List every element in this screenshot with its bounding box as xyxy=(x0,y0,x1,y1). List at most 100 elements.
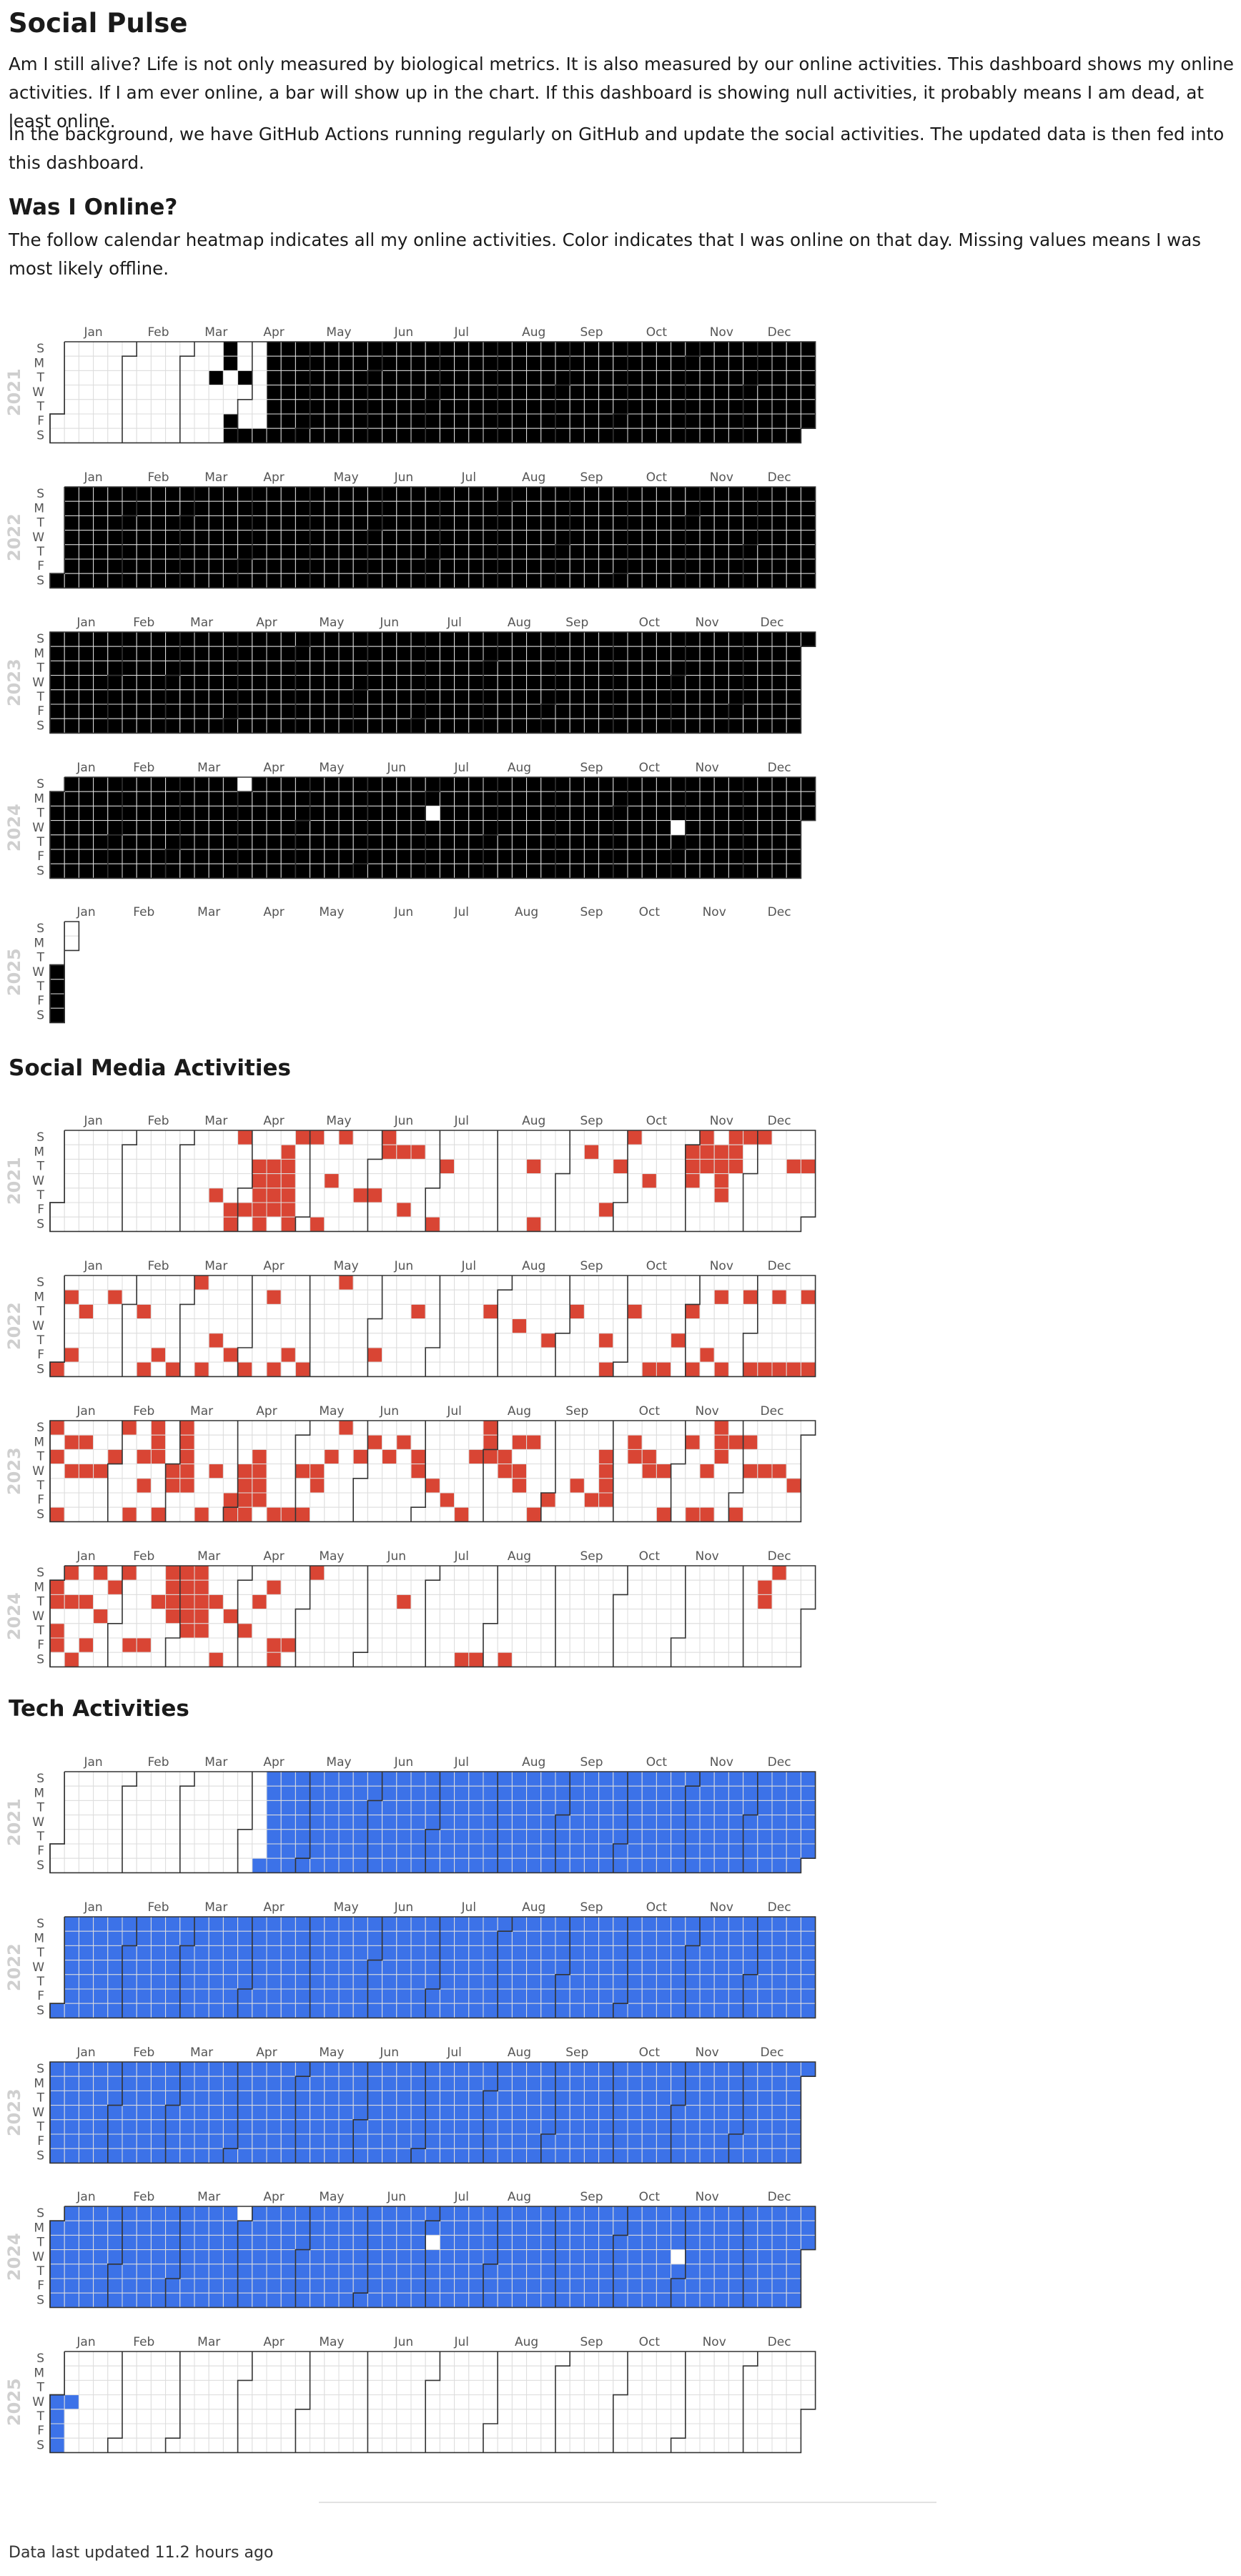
day-cell-2021-08-09 xyxy=(511,1144,528,1160)
day-cell-2021-10-06-active xyxy=(627,1815,643,1830)
tech-heatmap-2023-day-label-3: W xyxy=(32,2106,44,2120)
day-cell-2024-04-01-active xyxy=(237,791,253,806)
day-cell-2024-11-02-active xyxy=(671,2292,686,2308)
day-cell-2021-01-03 xyxy=(64,1130,79,1145)
day-cell-2023-08-26-active xyxy=(526,1506,542,1522)
day-cell-2024-05-13 xyxy=(324,1579,340,1595)
day-cell-2024-04-17-active xyxy=(266,820,282,836)
day-cell-2021-12-20-active xyxy=(786,1785,801,1801)
day-cell-2023-03-03-active xyxy=(165,2133,181,2149)
day-cell-2021-05-16-active xyxy=(338,341,354,357)
day-cell-2024-05-24-active xyxy=(338,849,354,864)
day-cell-2023-03-18-active xyxy=(194,2148,209,2163)
day-cell-2024-11-04-active xyxy=(685,2220,701,2236)
day-cell-2022-09-03 xyxy=(555,1361,570,1377)
day-cell-2023-09-07 xyxy=(555,1478,570,1494)
day-cell-2023-03-29 xyxy=(222,1464,239,1479)
day-cell-2023-11-09-active xyxy=(685,2119,701,2135)
day-cell-2021-04-09 xyxy=(252,1843,267,1859)
day-cell-2024-02-24-active xyxy=(150,2292,167,2308)
day-cell-2021-02-02 xyxy=(122,1800,137,1816)
day-cell-2023-06-03-active xyxy=(352,718,368,734)
day-cell-2024-08-30-active xyxy=(540,2278,556,2294)
day-cell-2024-07-11 xyxy=(439,1623,455,1639)
day-cell-2024-10-03-active xyxy=(613,834,628,850)
day-cell-2022-08-20 xyxy=(526,1361,542,1377)
day-cell-2021-10-16 xyxy=(641,1216,657,1232)
day-cell-2023-04-04 xyxy=(237,1449,253,1465)
day-cell-2021-10-09 xyxy=(627,1216,643,1232)
day-cell-2021-01-03 xyxy=(64,1771,79,1787)
day-cell-2024-12-19-active xyxy=(771,2264,787,2279)
day-cell-2024-05-07 xyxy=(310,1594,325,1610)
day-cell-2024-05-13-active xyxy=(324,2220,340,2236)
day-cell-2023-11-19-active xyxy=(713,631,729,647)
day-cell-2021-03-19 xyxy=(208,413,224,429)
day-cell-2023-02-20-active xyxy=(150,1434,167,1450)
social-heatmap-2021-day-label-3: W xyxy=(32,1174,44,1188)
day-cell-2021-06-27-active xyxy=(425,1771,440,1787)
day-cell-2022-09-09-active xyxy=(569,558,585,574)
day-cell-2021-10-29-active xyxy=(671,1843,686,1859)
day-cell-2021-05-17 xyxy=(338,1144,354,1160)
day-cell-2021-02-27 xyxy=(165,1216,181,1232)
day-cell-2021-06-22 xyxy=(410,1158,426,1175)
day-cell-2021-02-21 xyxy=(165,1771,181,1787)
day-cell-2024-10-09-active xyxy=(627,820,643,836)
day-cell-2023-06-01-active xyxy=(352,689,368,705)
day-cell-2022-04-15-active xyxy=(266,558,282,574)
tech-heatmap-2021-month-label-1: Feb xyxy=(147,1755,169,1770)
day-cell-2024-07-02 xyxy=(425,2234,440,2251)
day-cell-2024-10-04-active xyxy=(613,2278,628,2294)
day-cell-2023-06-20 xyxy=(396,1449,412,1465)
day-cell-2022-08-02-active xyxy=(497,515,513,531)
tech-heatmap-2021-frame xyxy=(49,1771,816,1874)
day-cell-2021-07-29 xyxy=(483,1188,498,1203)
day-cell-2023-10-27-active xyxy=(656,704,672,719)
day-cell-2024-03-10-active xyxy=(194,2206,209,2221)
tech-heatmap-2023-month-label-4: May xyxy=(319,2045,344,2060)
day-cell-2023-02-26 xyxy=(165,1420,181,1436)
day-cell-2024-10-05-active xyxy=(613,2292,628,2308)
day-cell-2024-02-18-active xyxy=(150,2206,167,2221)
day-cell-2023-07-05-active xyxy=(425,2105,440,2121)
day-cell-2022-01-19-active xyxy=(93,530,109,546)
day-cell-2022-11-10-active xyxy=(699,544,715,560)
day-cell-2024-08-23 xyxy=(526,1637,542,1653)
day-cell-2024-05-20-active xyxy=(338,791,354,806)
day-cell-2024-03-29-active xyxy=(222,2278,239,2294)
day-cell-2022-06-03-active xyxy=(367,558,383,574)
day-cell-2022-10-03-active xyxy=(627,500,643,516)
day-cell-2023-09-13-active xyxy=(569,675,585,691)
day-cell-2022-11-09-active xyxy=(699,530,715,546)
day-cell-2022-02-28-active xyxy=(179,1930,195,1946)
day-cell-2022-08-29 xyxy=(555,1289,570,1305)
day-cell-2021-09-26-active xyxy=(613,1771,628,1787)
social-heatmap-2021-day-label-0: S xyxy=(36,1130,44,1145)
day-cell-2022-08-28 xyxy=(555,1275,570,1291)
day-cell-2021-05-04 xyxy=(310,1158,325,1175)
social-heatmap-2022-day-label-0: S xyxy=(36,1275,44,1290)
day-cell-2024-03-09-active xyxy=(179,2292,195,2308)
day-cell-2022-10-31-active xyxy=(685,1930,701,1946)
day-cell-2025-10-01 xyxy=(613,2394,628,2410)
day-cell-2024-11-20 xyxy=(713,1609,729,1624)
day-cell-2021-09-11-active xyxy=(569,1857,585,1873)
day-cell-2024-04-19-active xyxy=(266,1637,282,1653)
day-cell-2024-12-23 xyxy=(786,1579,801,1595)
day-cell-2023-07-18-active xyxy=(454,660,470,676)
day-cell-2023-06-08-active xyxy=(367,689,383,705)
day-cell-2022-03-11-active xyxy=(194,1988,209,2004)
day-cell-2024-01-29-active xyxy=(107,1579,123,1595)
day-cell-2025-07-05 xyxy=(425,2437,440,2453)
day-cell-2023-05-16-active xyxy=(324,660,340,676)
day-cell-2021-06-30-active xyxy=(425,385,440,400)
day-cell-2024-06-16 xyxy=(396,1565,412,1581)
day-cell-2024-04-07-active xyxy=(252,776,267,792)
day-cell-2024-01-30-active xyxy=(107,2234,123,2251)
day-cell-2022-04-16-active xyxy=(266,573,282,588)
tech-heatmap-2021-month-label-10: Nov xyxy=(710,1755,733,1770)
day-cell-2021-02-21 xyxy=(165,341,181,357)
day-cell-2021-01-25 xyxy=(107,1785,123,1801)
